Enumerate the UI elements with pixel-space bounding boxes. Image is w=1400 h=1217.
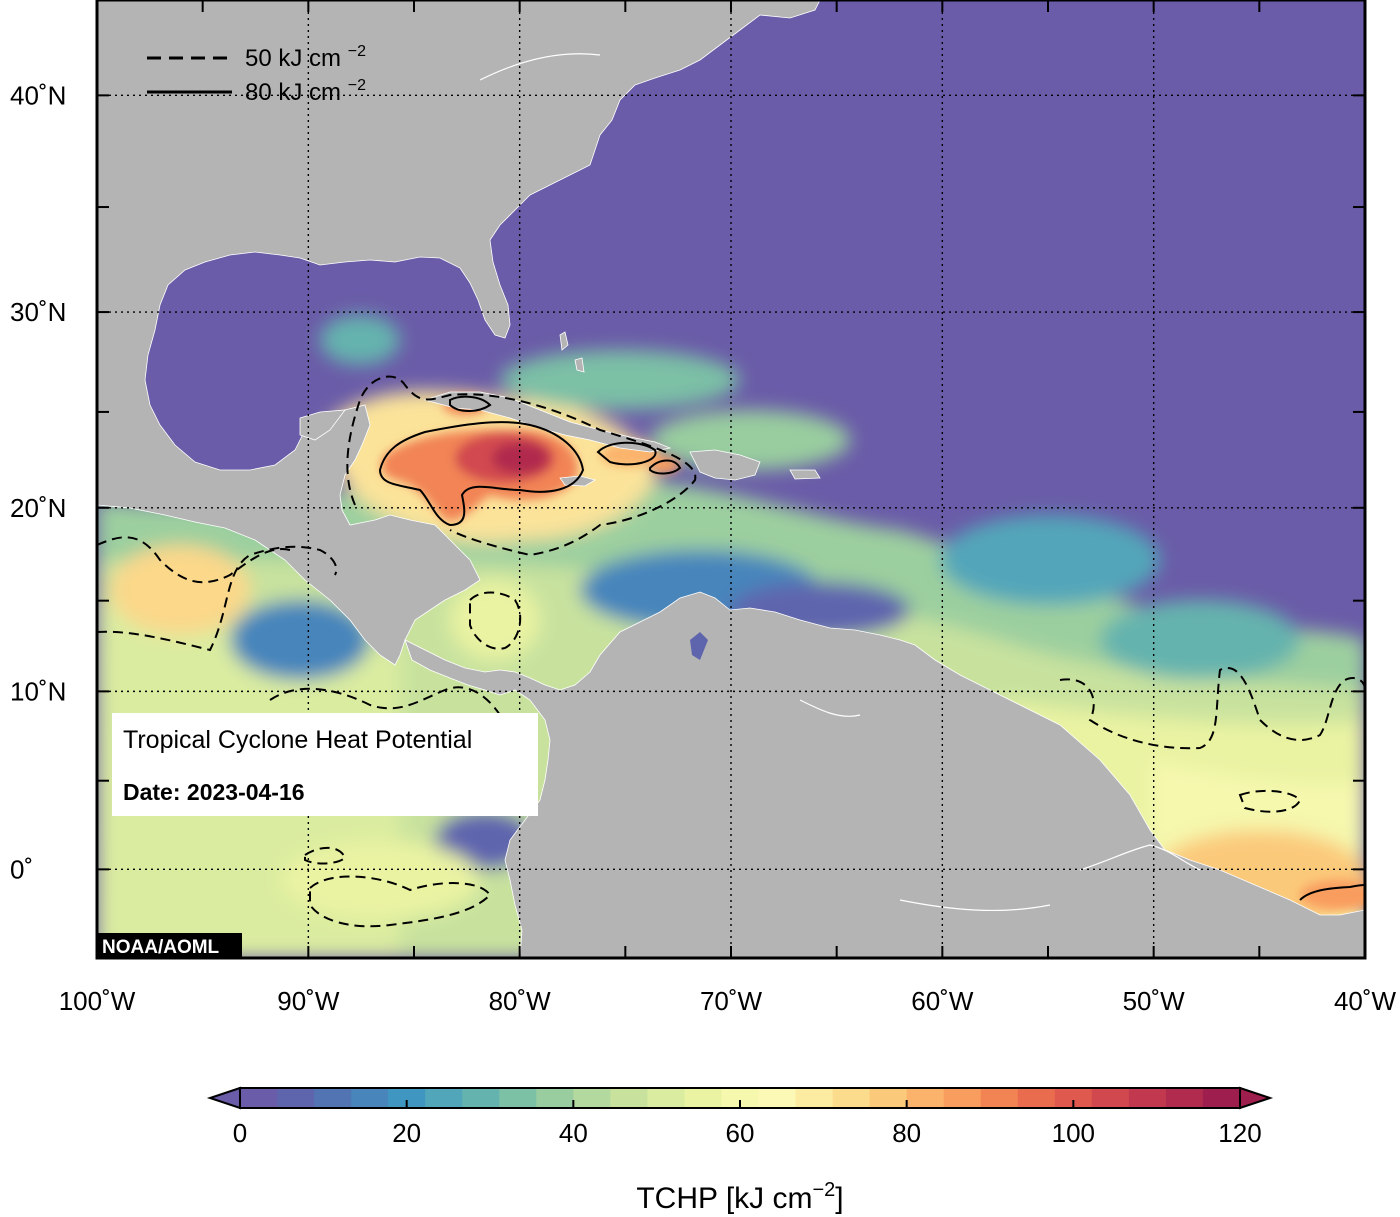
longitude-label: 40˚W bbox=[1334, 986, 1397, 1016]
colorbar-swatch bbox=[647, 1088, 686, 1108]
colorbar-swatch bbox=[869, 1088, 908, 1108]
colorbar-swatch bbox=[610, 1088, 649, 1108]
colorbar-swatch bbox=[240, 1088, 278, 1108]
colorbar-swatch bbox=[314, 1088, 352, 1108]
latitude-label: 20˚N bbox=[10, 493, 66, 523]
colorbar-swatch bbox=[462, 1088, 500, 1108]
colorbar-swatch bbox=[795, 1088, 834, 1108]
colorbar-swatch bbox=[943, 1088, 982, 1108]
colorbar-tick-label: 120 bbox=[1218, 1118, 1261, 1148]
colorbar-swatch bbox=[1128, 1088, 1167, 1108]
latitude-label: 30˚N bbox=[10, 297, 66, 327]
longitude-labels: 100˚W 90˚W 80˚W 70˚W 60˚W 50˚W 40˚W bbox=[59, 986, 1397, 1016]
colorbar-swatch bbox=[1017, 1088, 1056, 1108]
colorbar-swatch bbox=[425, 1088, 463, 1108]
latitude-label: 10˚N bbox=[10, 676, 66, 706]
dashed-contour-value: 50 bbox=[245, 45, 272, 72]
colorbar-swatch bbox=[1054, 1088, 1093, 1108]
colorbar-swatch bbox=[684, 1088, 723, 1108]
longitude-label: 50˚W bbox=[1123, 986, 1186, 1016]
latitude-labels: 40˚N 30˚N 20˚N 10˚N 0˚ bbox=[10, 80, 66, 884]
tchp-warm-core bbox=[381, 395, 1365, 910]
solid-contour-unit-exp: −2 bbox=[348, 77, 366, 94]
colorbar-swatch bbox=[721, 1088, 760, 1108]
credit-text: NOAA/AOML bbox=[102, 937, 220, 958]
dashed-contour-unit: kJ cm bbox=[278, 45, 341, 72]
colorbar-high-extend bbox=[1239, 1086, 1274, 1110]
colorbar-swatch bbox=[536, 1088, 574, 1108]
info-box: Tropical Cyclone Heat Potential Date: 20… bbox=[112, 713, 538, 816]
colorbar-swatch bbox=[1091, 1088, 1130, 1108]
longitude-label: 90˚W bbox=[277, 986, 340, 1016]
colorbar-swatch bbox=[832, 1088, 871, 1108]
tick-marks bbox=[97, 0, 1365, 959]
colorbar-swatch bbox=[499, 1088, 537, 1108]
colorbar-title: TCHP [kJ cm−2] bbox=[636, 1179, 843, 1215]
colorbar-tick-label: 100 bbox=[1052, 1118, 1095, 1148]
colorbar-swatch bbox=[980, 1088, 1019, 1108]
info-box-date: Date: 2023-04-16 bbox=[123, 779, 305, 805]
colorbar-swatch bbox=[573, 1088, 611, 1108]
contour-legend: 50 kJ cm −2 80 kJ cm −2 bbox=[147, 43, 366, 106]
rivers bbox=[479, 53, 1201, 912]
latitude-label: 0˚ bbox=[10, 854, 33, 884]
colorbar-swatch bbox=[1165, 1088, 1204, 1108]
solid-contour-value: 80 bbox=[245, 79, 272, 106]
latitude-label: 40˚N bbox=[10, 80, 66, 110]
colorbar-tick-labels: 0 20 40 60 80 100 120 bbox=[233, 1100, 1262, 1148]
colorbar-swatch bbox=[1202, 1088, 1241, 1108]
credit-badge: NOAA/AOML bbox=[97, 933, 242, 958]
colorbar-tick-label: 60 bbox=[726, 1118, 755, 1148]
colorbar-tick-label: 40 bbox=[559, 1118, 588, 1148]
svg-text:80 kJ cm −: 80 kJ cm −2 bbox=[245, 77, 366, 106]
colorbar-tick-label: 20 bbox=[392, 1118, 421, 1148]
solid-contour-unit: kJ cm bbox=[278, 79, 341, 106]
colorbar-tick-label: 80 bbox=[892, 1118, 921, 1148]
contour-50 bbox=[97, 375, 1365, 928]
colorbar-swatch bbox=[277, 1088, 315, 1108]
colorbar-tick-label: 0 bbox=[233, 1118, 247, 1148]
longitude-label: 60˚W bbox=[911, 986, 974, 1016]
colorbar bbox=[206, 1086, 1274, 1110]
info-box-title: Tropical Cyclone Heat Potential bbox=[123, 726, 472, 754]
colorbar-swatch bbox=[758, 1088, 797, 1108]
longitude-label: 70˚W bbox=[700, 986, 763, 1016]
colorbar-swatch bbox=[388, 1088, 426, 1108]
svg-text:50 kJ cm −: 50 kJ cm −2 bbox=[245, 43, 366, 72]
longitude-label: 100˚W bbox=[59, 986, 136, 1016]
colorbar-swatch bbox=[351, 1088, 389, 1108]
map-panel bbox=[97, 0, 1365, 958]
colorbar-low-extend bbox=[206, 1086, 241, 1110]
longitude-label: 80˚W bbox=[489, 986, 552, 1016]
colorbar-swatch bbox=[906, 1088, 945, 1108]
dashed-contour-unit-exp: −2 bbox=[348, 43, 366, 60]
